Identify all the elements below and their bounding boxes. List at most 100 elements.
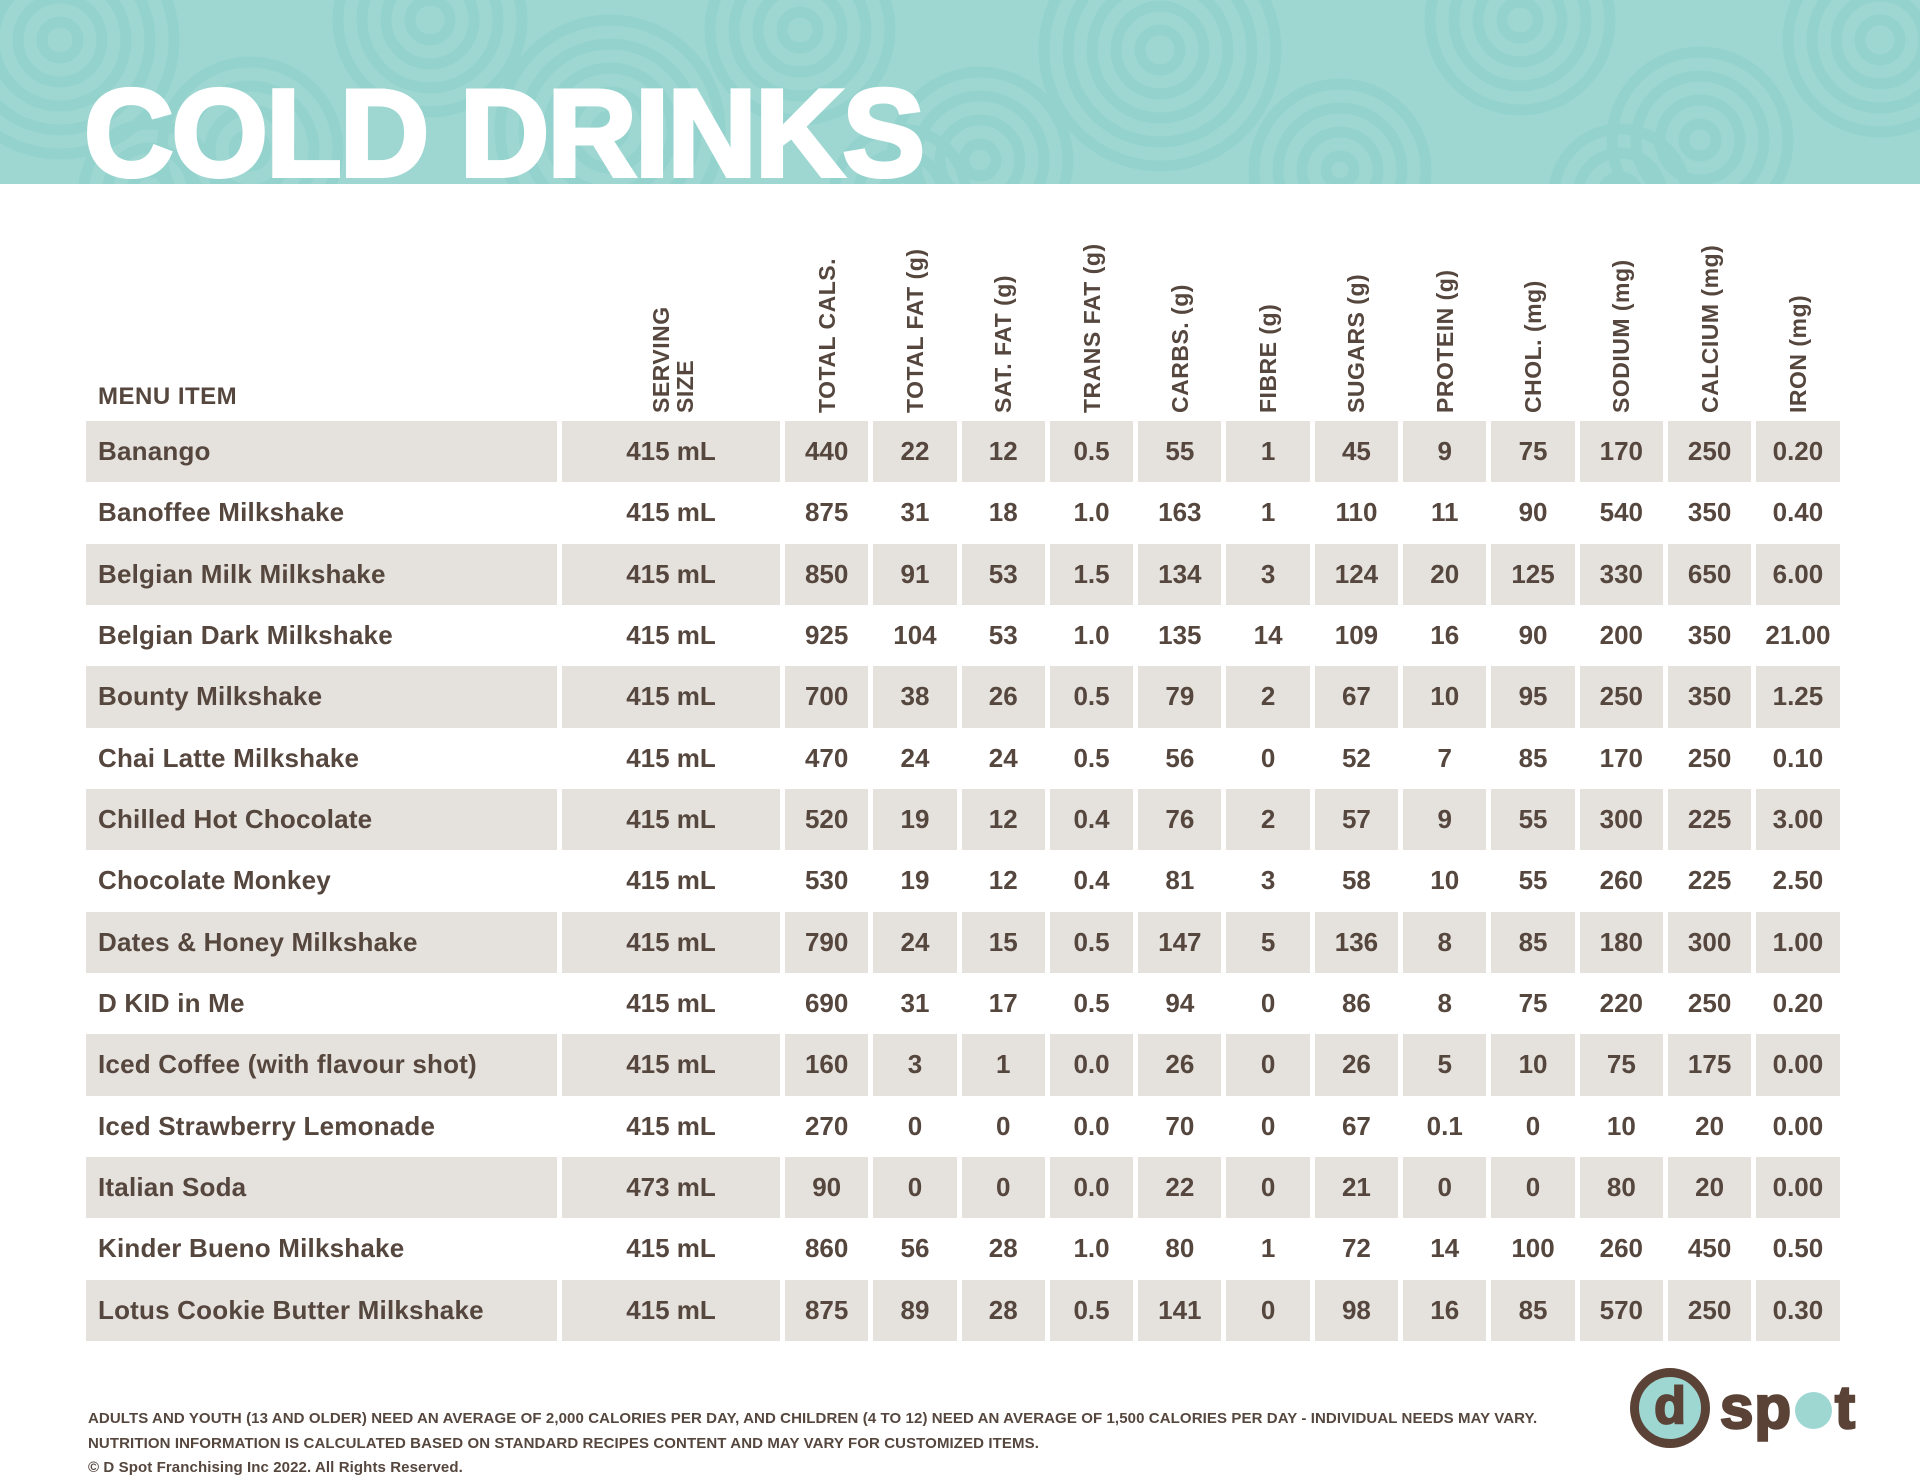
value-fibre: 0 [1226,1156,1310,1219]
value-calcium: 20 [1667,1156,1752,1219]
value-sugars: 109 [1334,620,1379,651]
value-fibre: 2 [1226,666,1310,728]
value-protein: 0 [1403,1156,1487,1219]
value-carbs: 70 [1165,1110,1195,1141]
value-total-cals: 925 [804,620,849,651]
value-total-cals: 690 [804,988,849,1019]
value-total-cals: 875 [804,497,849,528]
value-fibre: 1 [1226,421,1310,483]
column-header-chol: CHOL. (mg) [1491,195,1574,413]
value-sat-fat: 12 [961,421,1045,483]
menu-item-name: Dates & Honey Milkshake [86,911,557,973]
value-fibre: 5 [1226,911,1310,973]
value-trans-fat: 0.5 [1049,666,1134,728]
value-total-cals: 790 [785,911,869,973]
value-calcium: 350 [1687,620,1732,651]
table-row: Dates & Honey Milkshake 415 mL 790 24 15 0.5 1… [86,911,1840,973]
swirl-pattern [0,0,1920,184]
value-total-fat: 31 [900,988,930,1019]
value-trans-fat: 0.5 [1049,421,1134,483]
value-iron: 1.00 [1756,911,1840,973]
value-sodium: 10 [1606,1110,1636,1141]
column-header-serving-size: SERVING SIZE [562,195,780,413]
column-header-label: TRANS FAT (g) [1078,243,1105,413]
value-chol: 90 [1518,620,1548,651]
column-header-sodium: SODIUM (mg) [1580,195,1663,413]
value-carbs: 81 [1165,865,1195,896]
value-iron: 0.00 [1756,1156,1840,1219]
menu-item-name: Banoffee Milkshake [98,497,345,528]
table-row: Iced Strawberry Lemonade 415 mL 270 0 0 0.0 70… [86,1096,1840,1157]
value-carbs: 79 [1138,666,1222,728]
value-fibre: 0 [1226,1279,1310,1341]
value-carbs: 134 [1138,543,1222,605]
value-sat-fat: 0 [996,1110,1011,1141]
table-row: Belgian Dark Milkshake 415 mL 925 104 53 1.0 1… [86,605,1840,666]
value-sugars: 110 [1335,497,1378,528]
value-sugars: 58 [1341,865,1371,896]
value-sodium: 570 [1579,1279,1663,1341]
menu-item-name: Bounty Milkshake [86,666,557,728]
value-serving-size: 415 mL [562,543,780,605]
logo-letter: t [1834,1373,1857,1443]
value-sat-fat: 24 [988,742,1018,773]
value-total-cals: 850 [785,543,869,605]
table-row: Chai Latte Milkshake 415 mL 470 24 24 0.5 56 0 5… [86,728,1840,789]
menu-item-name: Belgian Milk Milkshake [86,543,557,605]
value-protein: 20 [1403,543,1487,605]
value-total-fat: 24 [873,911,957,973]
value-sat-fat: 0 [961,1156,1045,1219]
nutrition-table-body: Banango 415 mL 440 22 12 0.5 55 1 45 9 75 170 250 0.2… [86,421,1840,1341]
value-sugars: 52 [1341,742,1371,773]
value-protein: 8 [1437,988,1452,1019]
logo-o-dot-icon [1795,1392,1833,1429]
value-sodium: 260 [1599,1233,1644,1264]
value-chol: 85 [1491,911,1575,973]
value-sugars: 21 [1314,1156,1399,1219]
value-chol: 0 [1525,1110,1541,1141]
value-calcium: 250 [1687,988,1732,1019]
value-calcium: 450 [1687,1233,1732,1264]
column-header-sugars: SUGARS (g) [1315,195,1398,413]
table-row: Italian Soda 473 mL 90 0 0 0.0 22 0 21 0 0 80 20 0.00 [86,1156,1840,1219]
page-title: COLD DRINKS [82,65,927,184]
value-sugars: 136 [1314,911,1399,973]
value-fibre: 0 [1260,742,1276,773]
column-header-label: SERVING SIZE [648,306,698,413]
value-calcium: 225 [1667,788,1752,851]
value-fibre: 0 [1260,988,1276,1019]
value-sat-fat: 1 [961,1034,1045,1096]
value-calcium: 225 [1687,865,1732,896]
value-protein: 7 [1437,742,1452,773]
value-fibre: 1 [1260,497,1276,528]
value-fibre: 0 [1260,1110,1276,1141]
value-iron: 0.00 [1772,1110,1824,1141]
value-sugars: 67 [1341,1110,1371,1141]
value-serving-size: 415 mL [562,788,780,851]
value-trans-fat: 1.0 [1073,1233,1110,1264]
logo-letter: p [1753,1373,1793,1443]
value-iron: 6.00 [1756,543,1840,605]
value-total-fat: 31 [900,497,930,528]
value-total-fat: 89 [873,1279,957,1341]
value-calcium: 250 [1687,742,1732,773]
value-chol: 55 [1491,788,1575,851]
value-chol: 100 [1511,1233,1555,1264]
value-chol: 55 [1518,865,1548,896]
column-header-total-cals: TOTAL CALS. [785,195,868,413]
table-row: Chocolate Monkey 415 mL 530 19 12 0.4 81 3 58 10 5… [86,850,1840,911]
value-carbs: 141 [1138,1279,1222,1341]
column-header-label: PROTEIN (g) [1431,269,1458,414]
column-header-label: IRON (mg) [1784,294,1811,413]
value-serving-size: 415 mL [626,497,716,528]
value-protein: 8 [1403,911,1487,973]
menu-item-name: Lotus Cookie Butter Milkshake [86,1279,557,1341]
value-total-fat: 22 [873,421,957,483]
value-total-cals: 90 [785,1156,869,1219]
value-carbs: 76 [1138,788,1222,851]
value-serving-size: 415 mL [626,620,716,651]
value-iron: 0.50 [1772,1233,1824,1264]
value-sodium: 75 [1579,1034,1663,1096]
footer-disclaimer: ADULTS AND YOUTH (13 AND OLDER) NEED AN … [88,1407,1537,1481]
